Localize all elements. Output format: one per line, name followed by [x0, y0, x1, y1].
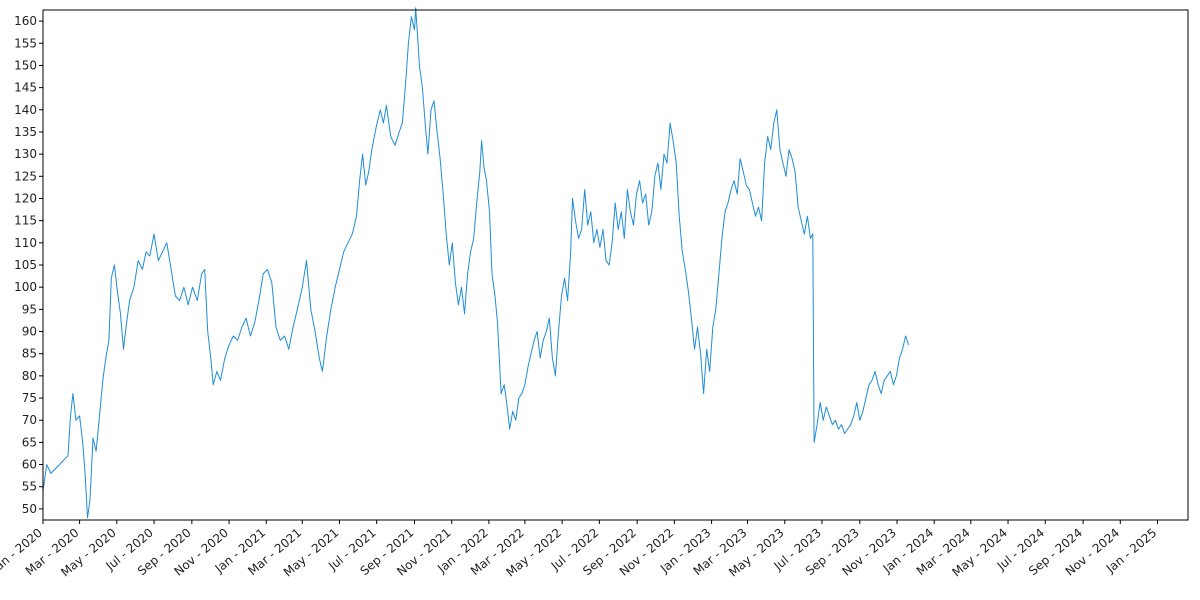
- y-tick-label: 105: [14, 258, 37, 272]
- y-tick-label: 140: [14, 103, 37, 117]
- y-tick-label: 110: [14, 236, 37, 250]
- y-tick-label: 160: [14, 14, 37, 28]
- y-tick-label: 150: [14, 58, 37, 72]
- y-tick-label: 60: [22, 458, 37, 472]
- y-tick-label: 100: [14, 280, 37, 294]
- y-tick-label: 75: [22, 391, 37, 405]
- y-axis-ticks: 50 55 60 65 70 75 80 85 90 95 100 105 110 115 120 125 13…: [14, 14, 43, 516]
- y-tick-label: 70: [22, 413, 37, 427]
- y-tick-label: 55: [22, 480, 37, 494]
- y-tick-label: 135: [14, 125, 37, 139]
- series-line: [42, 7, 910, 519]
- y-tick-label: 90: [22, 325, 37, 339]
- y-tick-label: 65: [22, 435, 37, 449]
- y-tick-label: 50: [22, 502, 37, 516]
- y-tick-label: 85: [22, 347, 37, 361]
- y-tick-label: 80: [22, 369, 37, 383]
- y-tick-label: 120: [14, 191, 37, 205]
- y-tick-label: 145: [14, 81, 37, 95]
- y-tick-label: 115: [14, 214, 37, 228]
- y-tick-label: 125: [14, 169, 37, 183]
- y-tick-label: 130: [14, 147, 37, 161]
- y-tick-label: 95: [22, 302, 37, 316]
- plot-area-frame: [42, 9, 1189, 521]
- y-tick-label: 155: [14, 36, 37, 50]
